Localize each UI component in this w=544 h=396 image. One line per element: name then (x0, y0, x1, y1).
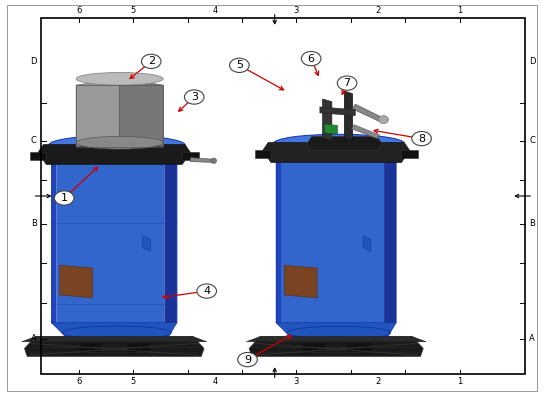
Polygon shape (384, 152, 396, 327)
Polygon shape (353, 104, 382, 122)
Polygon shape (89, 343, 102, 354)
Polygon shape (281, 152, 384, 327)
Polygon shape (30, 152, 46, 160)
Circle shape (238, 352, 257, 367)
Text: 9: 9 (244, 354, 251, 365)
Text: C: C (529, 136, 535, 145)
Circle shape (412, 131, 431, 146)
Text: 6: 6 (76, 6, 82, 15)
Text: B: B (529, 219, 535, 228)
Text: 1: 1 (457, 6, 462, 15)
Polygon shape (301, 343, 317, 354)
Polygon shape (52, 323, 177, 337)
Ellipse shape (49, 135, 185, 154)
Polygon shape (127, 343, 140, 354)
Polygon shape (57, 154, 164, 327)
Ellipse shape (76, 72, 163, 85)
Polygon shape (182, 152, 199, 160)
Polygon shape (255, 150, 271, 158)
Text: 2: 2 (375, 6, 381, 15)
Ellipse shape (76, 136, 163, 149)
Text: 2: 2 (147, 56, 155, 67)
Text: 4: 4 (212, 377, 218, 386)
Polygon shape (344, 91, 353, 141)
Circle shape (54, 191, 74, 205)
Circle shape (141, 54, 161, 69)
Text: D: D (30, 57, 37, 66)
Text: 2: 2 (375, 377, 381, 386)
Polygon shape (190, 158, 212, 162)
Text: 4: 4 (203, 286, 211, 296)
Polygon shape (324, 124, 337, 134)
Polygon shape (60, 265, 92, 298)
Polygon shape (355, 343, 372, 354)
Polygon shape (249, 337, 423, 356)
Text: 4: 4 (212, 6, 218, 15)
Text: 8: 8 (418, 133, 425, 144)
Circle shape (301, 51, 321, 66)
Bar (41, 18, 525, 374)
Polygon shape (76, 79, 120, 147)
Circle shape (197, 284, 217, 298)
Polygon shape (143, 236, 151, 251)
Circle shape (230, 58, 249, 72)
Text: 5: 5 (131, 6, 136, 15)
Text: C: C (31, 136, 36, 145)
Polygon shape (276, 152, 281, 327)
Polygon shape (246, 337, 426, 342)
Text: 1: 1 (457, 377, 462, 386)
Polygon shape (313, 343, 326, 354)
Polygon shape (120, 79, 163, 147)
Polygon shape (401, 150, 418, 158)
Polygon shape (164, 154, 177, 327)
Text: 7: 7 (343, 78, 351, 88)
Text: 5: 5 (236, 60, 243, 70)
Polygon shape (363, 236, 371, 251)
Ellipse shape (379, 116, 388, 124)
Polygon shape (133, 343, 150, 354)
Text: 1: 1 (61, 193, 67, 203)
Text: 3: 3 (294, 6, 299, 15)
Polygon shape (38, 145, 190, 164)
Text: A: A (529, 334, 535, 343)
Polygon shape (285, 265, 317, 298)
Circle shape (337, 76, 357, 90)
Polygon shape (323, 99, 332, 141)
Ellipse shape (211, 158, 217, 164)
Polygon shape (351, 125, 380, 139)
Polygon shape (263, 143, 410, 162)
Text: 3: 3 (294, 377, 299, 386)
Polygon shape (24, 337, 204, 356)
Text: 6: 6 (76, 377, 82, 386)
Ellipse shape (274, 134, 404, 152)
Text: A: A (31, 334, 36, 343)
Text: 5: 5 (131, 377, 136, 386)
Polygon shape (52, 154, 57, 327)
Polygon shape (276, 323, 396, 337)
Polygon shape (346, 343, 359, 354)
Polygon shape (79, 343, 95, 354)
Text: B: B (31, 219, 36, 228)
Circle shape (184, 90, 204, 104)
Text: 6: 6 (308, 53, 314, 64)
Polygon shape (306, 137, 382, 150)
Polygon shape (320, 107, 355, 116)
Polygon shape (22, 337, 207, 342)
Text: 3: 3 (191, 92, 197, 102)
Text: D: D (529, 57, 535, 66)
